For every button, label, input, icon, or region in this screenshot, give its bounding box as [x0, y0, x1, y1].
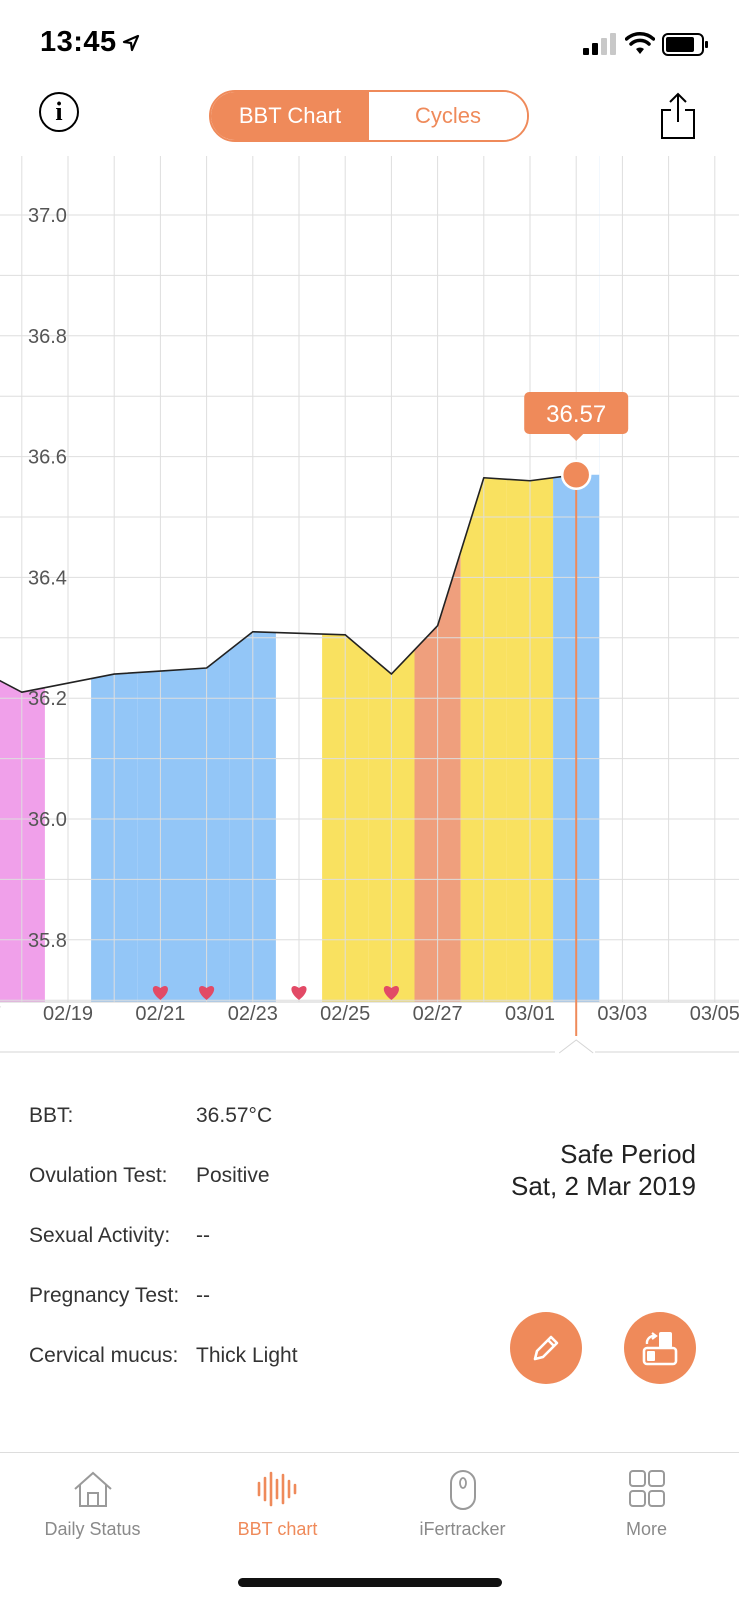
x-tick-label: 02/27: [413, 1003, 463, 1025]
location-arrow-icon: [122, 34, 140, 52]
top-nav: i BBT Chart Cycles: [0, 84, 739, 156]
detail-row-pregnancy-test: Pregnancy Test: --: [29, 1284, 210, 1308]
x-tick-label: 02/23: [228, 1003, 278, 1025]
detail-label: Sexual Activity:: [29, 1224, 171, 1247]
y-tick-label: 36.4: [28, 567, 67, 589]
tab-bbt-chart[interactable]: BBT Chart: [211, 92, 369, 140]
wifi-icon: [625, 32, 655, 54]
period-name: Safe Period: [560, 1139, 696, 1169]
detail-value: 36.57°C: [196, 1104, 273, 1127]
heart-icon: [199, 986, 215, 1000]
detail-value: --: [196, 1284, 210, 1307]
tab-more[interactable]: More: [554, 1453, 739, 1553]
detail-row-ovulation-test: Ovulation Test: Positive: [29, 1164, 270, 1188]
selected-date: Sat, 2 Mar 2019: [511, 1171, 696, 1201]
waveform-icon: [257, 1471, 296, 1507]
share-icon[interactable]: [660, 92, 696, 140]
bottom-tab-bar: Daily Status BBT chart iFertracker More: [0, 1452, 739, 1601]
battery-icon: [662, 33, 708, 56]
detail-label: Cervical mucus:: [29, 1344, 179, 1367]
grid-icon: [628, 1470, 665, 1507]
detail-row-bbt: BBT: 36.57°C: [29, 1104, 272, 1128]
heart-icon: [152, 986, 168, 1000]
y-tick-label: 36.2: [28, 688, 67, 710]
status-bar: 13:45: [0, 0, 739, 80]
y-tick-label: 35.8: [28, 930, 67, 952]
tab-label: iFertracker: [419, 1519, 506, 1539]
bbt-series-line: [0, 473, 577, 693]
switch-device-button[interactable]: [624, 1312, 696, 1384]
detail-row-cervical-mucus: Cervical mucus: Thick Light: [29, 1344, 298, 1368]
tab-label: More: [625, 1519, 667, 1539]
detail-label: Pregnancy Test:: [29, 1284, 180, 1307]
tab-cycles[interactable]: Cycles: [369, 92, 527, 140]
home-icon: [73, 1471, 112, 1507]
x-tick-label: 03/01: [505, 1003, 555, 1025]
bbt-chart[interactable]: 37.0 36.8 36.6 36.4 36.2 36.0 35.8 7 02/19 02/21…: [0, 156, 739, 1076]
tab-label: Daily Status: [44, 1519, 141, 1539]
tooltip-pointer: [569, 434, 584, 441]
detail-value: Thick Light: [196, 1344, 298, 1367]
y-tick-label: 36.0: [28, 809, 67, 831]
detail-label: BBT:: [29, 1104, 74, 1127]
x-tick-label: 02/21: [135, 1003, 185, 1025]
value-tooltip: [524, 392, 629, 434]
chart-mask: [0, 156, 600, 693]
pencil-icon: [533, 1335, 559, 1361]
detail-value: --: [196, 1224, 210, 1247]
detail-row-sexual-activity: Sexual Activity: --: [29, 1224, 210, 1248]
y-tick-label: 36.6: [28, 447, 67, 469]
device-sync-icon: [642, 1332, 678, 1366]
tab-label: BBT chart: [237, 1519, 318, 1539]
info-button[interactable]: i: [39, 92, 79, 132]
x-tick-label-partial: 7: [0, 1003, 1, 1025]
x-tick-label: 02/19: [43, 1003, 93, 1025]
cellular-signal-icon: [583, 33, 616, 55]
heart-icon: [383, 986, 399, 1000]
tooltip-value: 36.57: [546, 401, 606, 428]
tab-ifertracker[interactable]: iFertracker: [370, 1453, 555, 1553]
y-tick-label: 37.0: [28, 205, 67, 227]
detail-label: Ovulation Test:: [29, 1164, 168, 1187]
edit-button[interactable]: [510, 1312, 582, 1384]
heart-icon: [291, 986, 307, 1000]
thermometer-device-icon: [449, 1470, 476, 1510]
bbt-chart-svg[interactable]: 37.0 36.8 36.6 36.4 36.2 36.0 35.8 7 02/19 02/21…: [0, 156, 739, 1076]
selection-notch: [558, 1039, 594, 1054]
tab-daily-status[interactable]: Daily Status: [0, 1453, 185, 1553]
status-time: 13:45: [40, 26, 117, 58]
detail-value: Positive: [196, 1164, 270, 1187]
info-icon: i: [55, 97, 63, 126]
selected-point: [560, 459, 592, 490]
x-tick-label: 03/05: [690, 1003, 739, 1025]
home-indicator: [238, 1578, 502, 1587]
period-info: Safe Period Sat, 2 Mar 2019: [511, 1138, 696, 1202]
view-segmented-control: BBT Chart Cycles: [209, 90, 529, 142]
y-tick-label: 36.8: [28, 326, 67, 348]
day-details-panel: BBT: 36.57°C Ovulation Test: Positive Sexu…: [0, 1080, 739, 1450]
x-tick-label: 02/25: [320, 1003, 370, 1025]
tab-bbt-chart-nav[interactable]: BBT chart: [185, 1453, 370, 1553]
x-tick-label: 03/03: [597, 1003, 647, 1025]
